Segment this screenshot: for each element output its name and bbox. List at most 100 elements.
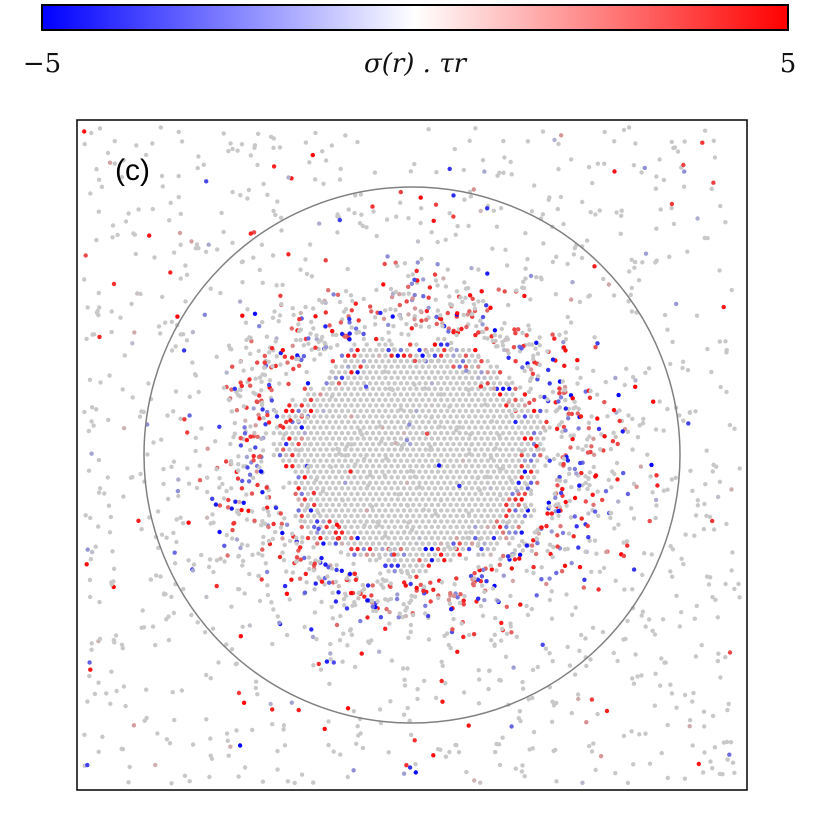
particle (315, 530, 320, 535)
particle (448, 359, 453, 364)
particle (339, 430, 345, 436)
particle (409, 281, 415, 286)
particle (547, 195, 552, 200)
particle (432, 453, 438, 458)
particle (563, 428, 568, 433)
particle (392, 414, 397, 419)
particle (398, 558, 404, 563)
particle (658, 683, 663, 688)
particle (386, 750, 391, 755)
particle (355, 359, 360, 364)
particle (235, 148, 240, 153)
particle (337, 217, 342, 223)
particle (574, 471, 579, 476)
particle (482, 441, 487, 447)
particle (409, 527, 415, 533)
particle (255, 692, 260, 697)
particle (362, 456, 367, 462)
particle (549, 511, 554, 516)
particle (229, 409, 234, 414)
particle (238, 359, 243, 364)
particle (290, 306, 295, 311)
particle (412, 738, 417, 743)
particle (543, 463, 548, 468)
particle (469, 486, 475, 491)
particle (497, 334, 503, 339)
particle (528, 297, 533, 302)
particle (504, 469, 509, 474)
particle (412, 382, 417, 387)
particle (579, 632, 584, 638)
particle (162, 320, 168, 325)
particle (307, 566, 312, 572)
particle (608, 447, 614, 452)
particle (504, 425, 509, 430)
particle (587, 743, 592, 749)
particle (367, 558, 373, 563)
particle (229, 387, 234, 392)
particle (293, 491, 298, 497)
particle (485, 458, 490, 463)
particle (485, 524, 490, 530)
particle (454, 469, 459, 474)
particle (408, 353, 413, 358)
particle (489, 334, 494, 339)
particle (463, 295, 468, 301)
particle (700, 140, 705, 145)
particle (621, 637, 626, 642)
particle (510, 513, 515, 519)
particle (451, 353, 456, 358)
particle (639, 673, 644, 678)
particle (643, 370, 648, 375)
particle (336, 425, 342, 430)
particle (426, 408, 431, 414)
particle (324, 480, 329, 485)
particle (435, 239, 440, 245)
particle (96, 177, 102, 182)
particle (417, 436, 422, 441)
particle (479, 458, 484, 463)
particle (296, 497, 301, 502)
particle (352, 530, 357, 535)
particle (728, 740, 734, 745)
particle (563, 348, 568, 353)
particle (675, 149, 681, 154)
particle (358, 364, 363, 369)
particle (504, 524, 509, 530)
particle (398, 370, 404, 375)
particle (269, 398, 274, 403)
particle (365, 615, 370, 620)
particle (185, 430, 190, 435)
particle (531, 453, 537, 458)
particle (259, 402, 265, 408)
particle (331, 292, 336, 297)
particle (403, 583, 408, 588)
particle (520, 519, 525, 525)
particle (435, 308, 441, 313)
particle (466, 381, 472, 386)
particle (476, 464, 481, 469)
particle (463, 519, 469, 524)
particle (271, 430, 276, 436)
particle (121, 494, 126, 499)
particle (392, 436, 397, 441)
particle (374, 546, 379, 552)
particle (630, 587, 635, 592)
particle (454, 289, 460, 294)
particle (358, 508, 363, 513)
particle (432, 272, 438, 277)
particle (408, 732, 414, 737)
particle (418, 324, 424, 329)
particle (210, 626, 216, 631)
particle (457, 430, 462, 436)
particle (630, 447, 635, 452)
particle (244, 492, 249, 497)
particle (261, 534, 266, 540)
particle (330, 425, 335, 430)
particle (500, 508, 506, 513)
particle (330, 447, 335, 452)
particle (485, 502, 490, 508)
particle (345, 706, 351, 711)
particle (314, 333, 319, 338)
particle (414, 408, 419, 414)
